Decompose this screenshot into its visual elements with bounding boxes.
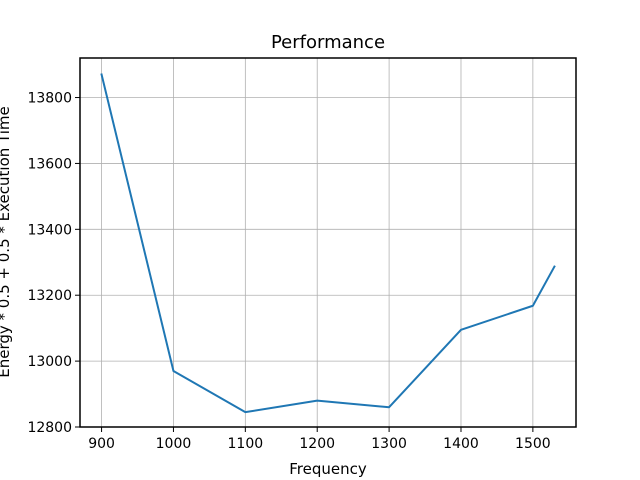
x-tick-label: 1000 (156, 436, 192, 452)
x-axis-label: Frequency (289, 460, 367, 478)
x-tick-label: 1400 (443, 436, 479, 452)
y-tick-label: 13400 (27, 222, 72, 238)
y-tick-label: 13600 (27, 156, 72, 172)
y-tick-label: 13200 (27, 288, 72, 304)
x-tick-label: 1300 (371, 436, 407, 452)
x-tick-label: 900 (88, 436, 115, 452)
y-tick-label: 12800 (27, 420, 72, 436)
grid (80, 58, 576, 428)
x-tick-label: 1500 (515, 436, 551, 452)
series-layer (100, 73, 556, 414)
series-line (100, 73, 556, 414)
y-axis-label: Energy * 0.5 + 0.5 * Execution Time (0, 106, 13, 378)
y-tick-label: 13000 (27, 354, 72, 370)
x-tick-label: 1200 (299, 436, 335, 452)
plot-frame (79, 57, 577, 428)
chart-title: Performance (271, 32, 385, 53)
tick-layer: 900 1000 1100 1200 1300 1400 1500 12800 13000 132… (27, 91, 550, 452)
y-tick-label: 13800 (27, 91, 72, 107)
x-tick-label: 1100 (228, 436, 264, 452)
